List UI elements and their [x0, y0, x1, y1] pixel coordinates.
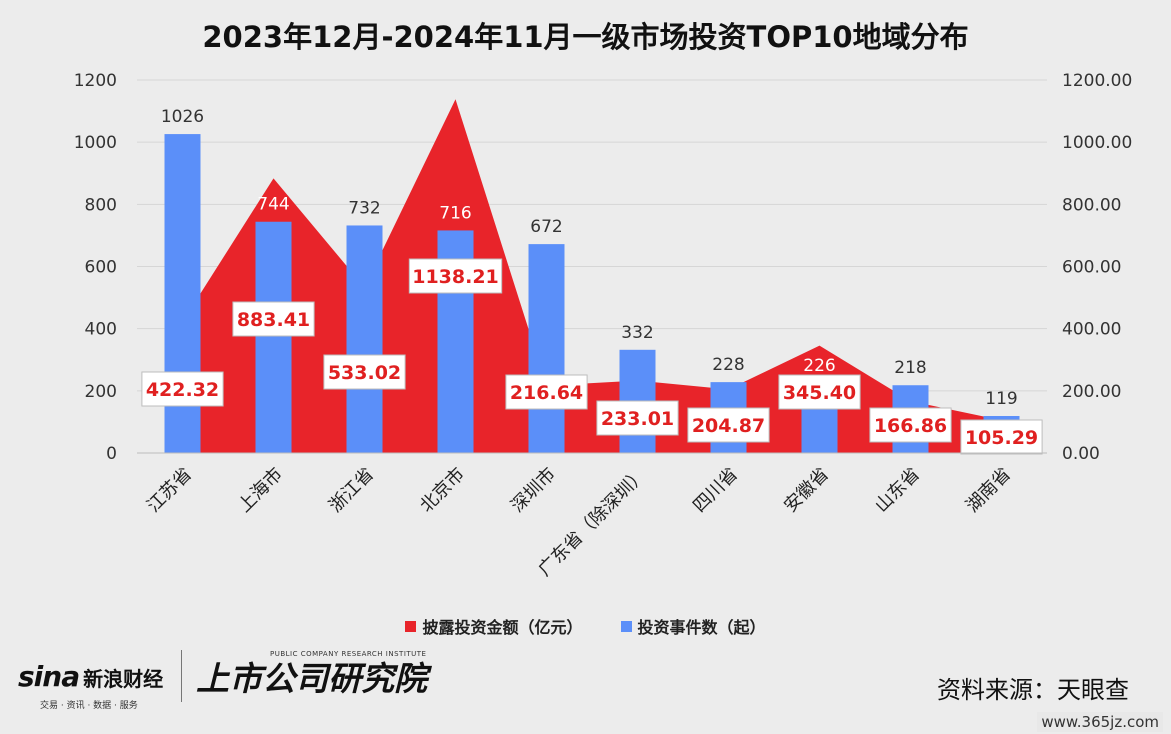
- amount-label-box: [960, 419, 1043, 455]
- amount-area: [182, 99, 1002, 453]
- x-tick-label: 浙江省: [325, 464, 378, 517]
- x-tick-label: 山东省: [871, 464, 924, 517]
- y-right-tick-label: 0.00: [1062, 444, 1100, 464]
- event-bar[interactable]: [346, 225, 383, 453]
- research-institute-en: PUBLIC COMPANY RESEARCH INSTITUTE: [270, 650, 427, 658]
- event-bar-label: 672: [530, 217, 562, 237]
- chart-canvas: 1026 744 732 716 672 332 228 226 218 119 422.32 883…: [74, 71, 1133, 580]
- legend-item-events[interactable]: 投资事件数（起）: [620, 614, 766, 638]
- amount-label-box: [232, 301, 315, 337]
- amount-label: 345.40: [783, 382, 856, 404]
- y-left-tick-label: 600: [85, 258, 117, 278]
- amount-label-box: [323, 354, 406, 390]
- y-left-tick-label: 0: [106, 444, 117, 464]
- logo-divider: [181, 650, 183, 702]
- event-bar-label: 332: [621, 323, 653, 343]
- x-tick-label: 安徽省: [780, 464, 833, 517]
- amount-label: 533.02: [328, 362, 401, 384]
- event-bar-label: 228: [712, 355, 744, 375]
- sina-finance-logo: sina 新浪财经 交易 · 资讯 · 数据 · 服务: [18, 659, 164, 711]
- amount-label-box: [505, 374, 588, 410]
- amount-label-box: [408, 258, 503, 294]
- event-bar-label: 732: [348, 198, 380, 218]
- data-labels: 1026 744 732 716 672 332 228 226 218 119 422.32 883…: [141, 107, 1043, 455]
- watermark: www.365jz.com: [1037, 712, 1163, 732]
- event-bar-label: 716: [439, 203, 471, 223]
- event-bar-label: 1026: [161, 107, 204, 127]
- event-bar-label: 744: [257, 195, 289, 215]
- legend-swatch-amount: [405, 620, 417, 632]
- amount-label: 422.32: [146, 379, 219, 401]
- amount-label: 105.29: [965, 427, 1038, 449]
- amount-area-series: [182, 99, 1002, 453]
- y-left-tick-label: 1000: [74, 133, 117, 153]
- amount-label: 216.64: [510, 382, 583, 404]
- research-institute-logo: 上市公司研究院: [196, 659, 428, 698]
- event-bar-label: 218: [894, 358, 926, 378]
- y-right-tick-label: 1000.00: [1062, 133, 1132, 153]
- y-right-tick-label: 1200.00: [1062, 71, 1132, 91]
- data-source: 资料来源：天眼查: [937, 676, 1129, 704]
- x-tick-label: 上海市: [234, 464, 287, 517]
- amount-label: 1138.21: [412, 266, 499, 288]
- y-right-tick-label: 400.00: [1062, 320, 1121, 340]
- y-right-tick-label: 600.00: [1062, 258, 1121, 278]
- footer-logos: sina 新浪财经 交易 · 资讯 · 数据 · 服务 上市公司研究院 PUBL…: [18, 650, 428, 711]
- legend-label-amount: 披露投资金额（亿元）: [422, 618, 583, 637]
- sina-finance-name: 新浪财经: [83, 666, 164, 691]
- amount-label-box: [141, 371, 224, 407]
- sina-logo-text: sina: [18, 659, 80, 693]
- y-left-tick-label: 400: [85, 320, 117, 340]
- chart-title: 2023年12月-2024年11月一级市场投资TOP10地域分布: [202, 20, 969, 54]
- x-tick-label: 江苏省: [143, 464, 196, 517]
- amount-label-box: [687, 407, 770, 443]
- amount-label: 204.87: [692, 415, 765, 437]
- amount-label: 233.01: [601, 408, 674, 430]
- event-bar-label: 226: [803, 356, 835, 376]
- y-left-tick-label: 200: [85, 382, 117, 402]
- y-right-tick-label: 800.00: [1062, 195, 1121, 215]
- x-tick-label: 四川省: [689, 464, 742, 517]
- event-bar-label: 119: [985, 389, 1017, 409]
- x-tick-label: 北京市: [416, 464, 469, 517]
- legend: 披露投资金额（亿元） 投资事件数（起）: [0, 614, 1171, 638]
- sina-tagline: 交易 · 资讯 · 数据 · 服务: [40, 700, 138, 711]
- legend-swatch-events: [620, 620, 632, 632]
- event-bar-series: [164, 134, 1020, 453]
- y-right-tick-label: 200.00: [1062, 382, 1121, 402]
- y-left-tick-label: 800: [85, 195, 117, 215]
- amount-label-box: [869, 407, 952, 443]
- y-left-tick-label: 1200: [74, 71, 117, 91]
- legend-label-events: 投资事件数（起）: [637, 618, 766, 637]
- event-bar[interactable]: [528, 244, 565, 453]
- amount-label: 166.86: [874, 415, 947, 437]
- amount-label-box: [778, 374, 861, 410]
- amount-label: 883.41: [237, 309, 310, 331]
- x-tick-label: 深圳市: [507, 464, 560, 517]
- amount-label-box: [596, 400, 679, 436]
- legend-item-amount[interactable]: 披露投资金额（亿元）: [405, 614, 583, 638]
- x-tick-label: 湖南省: [962, 464, 1015, 517]
- event-bar[interactable]: [255, 221, 292, 453]
